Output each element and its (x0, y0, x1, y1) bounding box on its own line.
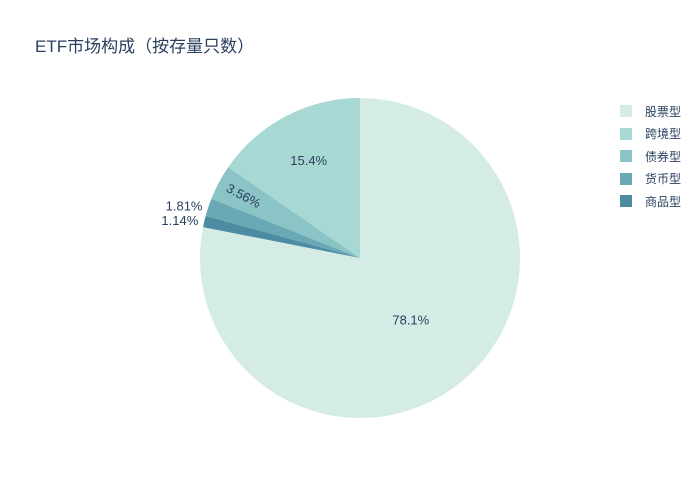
pie-slice-label-0: 78.1% (392, 312, 429, 327)
pie-slice-4[interactable] (203, 215, 360, 258)
legend-item-cross-border[interactable]: 跨境型 (620, 123, 681, 146)
legend-label-commodity: 商品型 (645, 194, 682, 209)
legend-swatch-bond (620, 150, 632, 163)
pie-slice-3[interactable] (205, 198, 360, 258)
pie-slice-1[interactable] (228, 98, 360, 258)
legend-swatch-cross-border (620, 127, 632, 140)
pie-slice-2[interactable] (211, 167, 360, 258)
legend-label-stock: 股票型 (645, 104, 682, 119)
chart-title: ETF市场构成（按存量只数） (35, 37, 255, 56)
legend-item-stock[interactable]: 股票型 (620, 100, 681, 123)
legend: 股票型 跨境型 债券型 货币型 商品型 (620, 100, 681, 213)
legend-label-cross-border: 跨境型 (645, 127, 682, 142)
pie-slice-0[interactable] (199, 98, 520, 418)
legend-label-bond: 债券型 (645, 149, 682, 164)
legend-item-money[interactable]: 货币型 (620, 168, 681, 191)
pie-slice-label-3: 1.81% (166, 199, 203, 214)
legend-item-bond[interactable]: 债券型 (620, 145, 681, 168)
legend-swatch-stock (620, 105, 632, 118)
legend-label-money: 货币型 (645, 172, 682, 187)
pie-slice-label-1: 15.4% (290, 153, 327, 168)
pie-slice-label-4: 1.14% (161, 213, 198, 228)
legend-item-commodity[interactable]: 商品型 (620, 190, 681, 213)
legend-swatch-commodity (620, 195, 632, 208)
legend-swatch-money (620, 172, 632, 185)
